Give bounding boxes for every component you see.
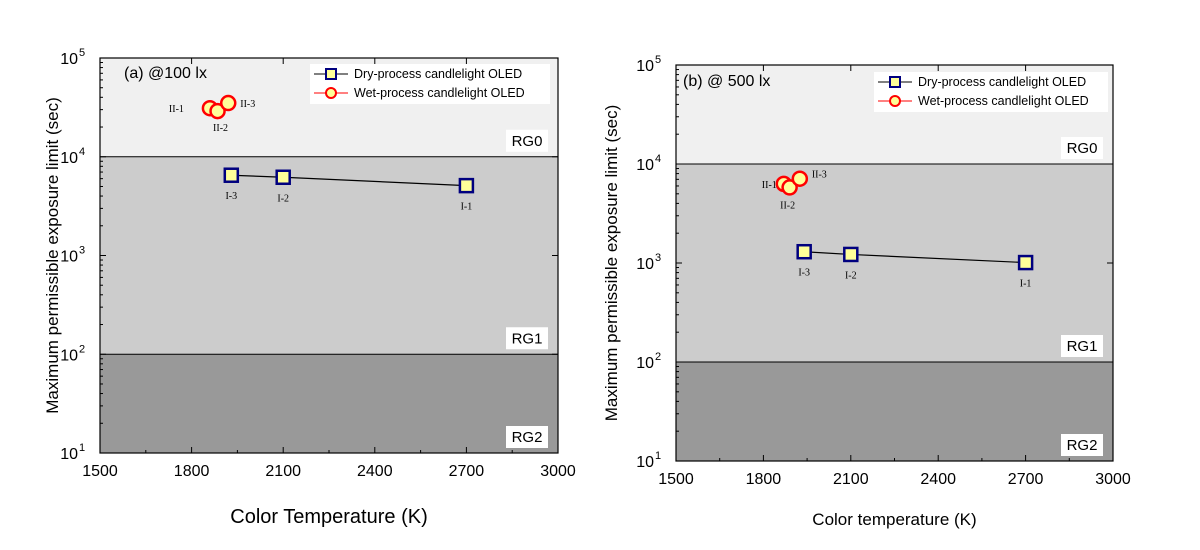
region-rg2 bbox=[100, 354, 558, 453]
panel-label: (a) @100 lx bbox=[124, 65, 207, 82]
data-point-label: II-1 bbox=[762, 180, 777, 191]
region-label-rg0: RG0 bbox=[1067, 140, 1098, 157]
y-tick-exponent: 5 bbox=[79, 47, 85, 59]
legend: Dry-process candlelight OLED Wet-process … bbox=[310, 64, 550, 104]
region-label-box bbox=[506, 426, 548, 448]
region-rg1 bbox=[100, 156, 558, 355]
series-dry: I-3 I-2 I-1 bbox=[223, 167, 475, 213]
data-point-label: I-3 bbox=[225, 191, 237, 202]
legend-marker-square bbox=[325, 68, 337, 80]
series-wet: II-1II-2 II-3 bbox=[762, 170, 827, 212]
data-point-label: II-3 bbox=[812, 170, 827, 181]
data-point-label: I-2 bbox=[277, 193, 289, 204]
legend-marker-circle bbox=[325, 87, 337, 99]
data-point-label: I-1 bbox=[1020, 279, 1032, 290]
legend-entry: Dry-process candlelight OLED bbox=[354, 67, 522, 81]
series-dry: I-3 I-2 I-1 bbox=[796, 243, 1034, 290]
data-point-circle bbox=[781, 179, 798, 196]
x-tick-label: 2100 bbox=[265, 463, 301, 480]
y-tick-label: 10 bbox=[60, 249, 78, 266]
region-label-box bbox=[1061, 335, 1103, 357]
y-tick-label: 10 bbox=[60, 446, 78, 463]
data-point-label: II-1 bbox=[169, 104, 184, 115]
y-tick-exponent: 1 bbox=[655, 450, 661, 462]
x-axis-title: Color Temperature (K) bbox=[230, 506, 427, 528]
data-point-circle bbox=[791, 170, 809, 187]
legend-entry: Wet-process candlelight OLED bbox=[918, 94, 1089, 108]
region-label-rg1: RG1 bbox=[1067, 338, 1098, 355]
data-point-label: II-3 bbox=[240, 99, 255, 110]
region-label-box bbox=[506, 129, 548, 152]
data-point-square bbox=[796, 243, 812, 260]
y-tick-exponent: 4 bbox=[79, 146, 85, 158]
y-tick-label: 10 bbox=[636, 454, 654, 471]
data-point-label: II-2 bbox=[213, 123, 228, 134]
region-label-rg0: RG0 bbox=[512, 133, 543, 150]
y-axis-title: Maximum permissible exposure limit (sec) bbox=[602, 105, 621, 421]
x-tick-label: 2700 bbox=[449, 463, 485, 480]
data-point-square bbox=[1017, 254, 1034, 271]
region-rg1 bbox=[676, 164, 1113, 362]
y-tick-exponent: 5 bbox=[655, 54, 661, 66]
y-axis-title: Maximum permissible exposure limit (sec) bbox=[43, 97, 62, 413]
data-point-circle bbox=[209, 102, 226, 120]
legend-entry: Dry-process candlelight OLED bbox=[918, 75, 1086, 89]
legend-marker-circle bbox=[889, 95, 901, 107]
data-point-square bbox=[843, 246, 859, 263]
x-tick-label: 3000 bbox=[540, 463, 576, 480]
data-point-circle bbox=[219, 94, 237, 112]
region-label-rg1: RG1 bbox=[512, 330, 543, 347]
region-label-box bbox=[1061, 434, 1103, 456]
data-point-label: I-1 bbox=[461, 202, 473, 213]
y-tick-label: 10 bbox=[636, 157, 654, 174]
y-tick-exponent: 2 bbox=[79, 343, 85, 355]
x-tick-label: 1500 bbox=[82, 463, 118, 480]
x-tick-label: 2700 bbox=[1008, 471, 1044, 488]
y-tick-label: 10 bbox=[60, 150, 78, 167]
region-label-rg2: RG2 bbox=[1067, 437, 1098, 454]
data-point-label: I-3 bbox=[798, 268, 810, 279]
y-tick-label: 10 bbox=[60, 347, 78, 364]
y-tick-exponent: 3 bbox=[655, 252, 661, 264]
x-tick-label: 2400 bbox=[357, 463, 393, 480]
y-tick-exponent: 4 bbox=[655, 153, 661, 165]
x-tick-label: 1800 bbox=[746, 471, 782, 488]
series-wet: II-1 II-2 II-3 bbox=[169, 94, 255, 134]
legend-box bbox=[874, 72, 1108, 112]
y-tick-exponent: 1 bbox=[79, 442, 85, 454]
y-tick-label: 10 bbox=[636, 256, 654, 273]
x-axis-title: Color temperature (K) bbox=[812, 510, 976, 529]
y-tick-exponent: 3 bbox=[79, 245, 85, 257]
y-tick-label: 10 bbox=[60, 51, 78, 68]
legend-entry: Wet-process candlelight OLED bbox=[354, 86, 525, 100]
x-tick-label: 3000 bbox=[1095, 471, 1131, 488]
data-point-label: I-2 bbox=[845, 270, 857, 281]
region-label-box bbox=[1061, 137, 1103, 159]
region-rg2 bbox=[676, 362, 1113, 461]
data-point-square bbox=[458, 177, 475, 194]
data-point-square bbox=[275, 169, 291, 186]
y-tick-label: 10 bbox=[636, 355, 654, 372]
region-label-box bbox=[506, 327, 548, 350]
legend-box bbox=[310, 64, 550, 104]
y-tick-label: 10 bbox=[636, 58, 654, 75]
data-point-square bbox=[223, 167, 240, 183]
legend-marker-square bbox=[889, 76, 901, 88]
panel-label: (b) @ 500 lx bbox=[683, 73, 770, 90]
legend: Dry-process candlelight OLED Wet-process … bbox=[874, 72, 1108, 112]
x-tick-label: 1800 bbox=[174, 463, 210, 480]
x-tick-label: 2400 bbox=[920, 471, 956, 488]
data-point-label: II-2 bbox=[780, 200, 795, 211]
region-label-rg2: RG2 bbox=[512, 429, 543, 446]
x-tick-label: 2100 bbox=[833, 471, 869, 488]
y-tick-exponent: 2 bbox=[655, 351, 661, 363]
x-tick-label: 1500 bbox=[658, 471, 694, 488]
